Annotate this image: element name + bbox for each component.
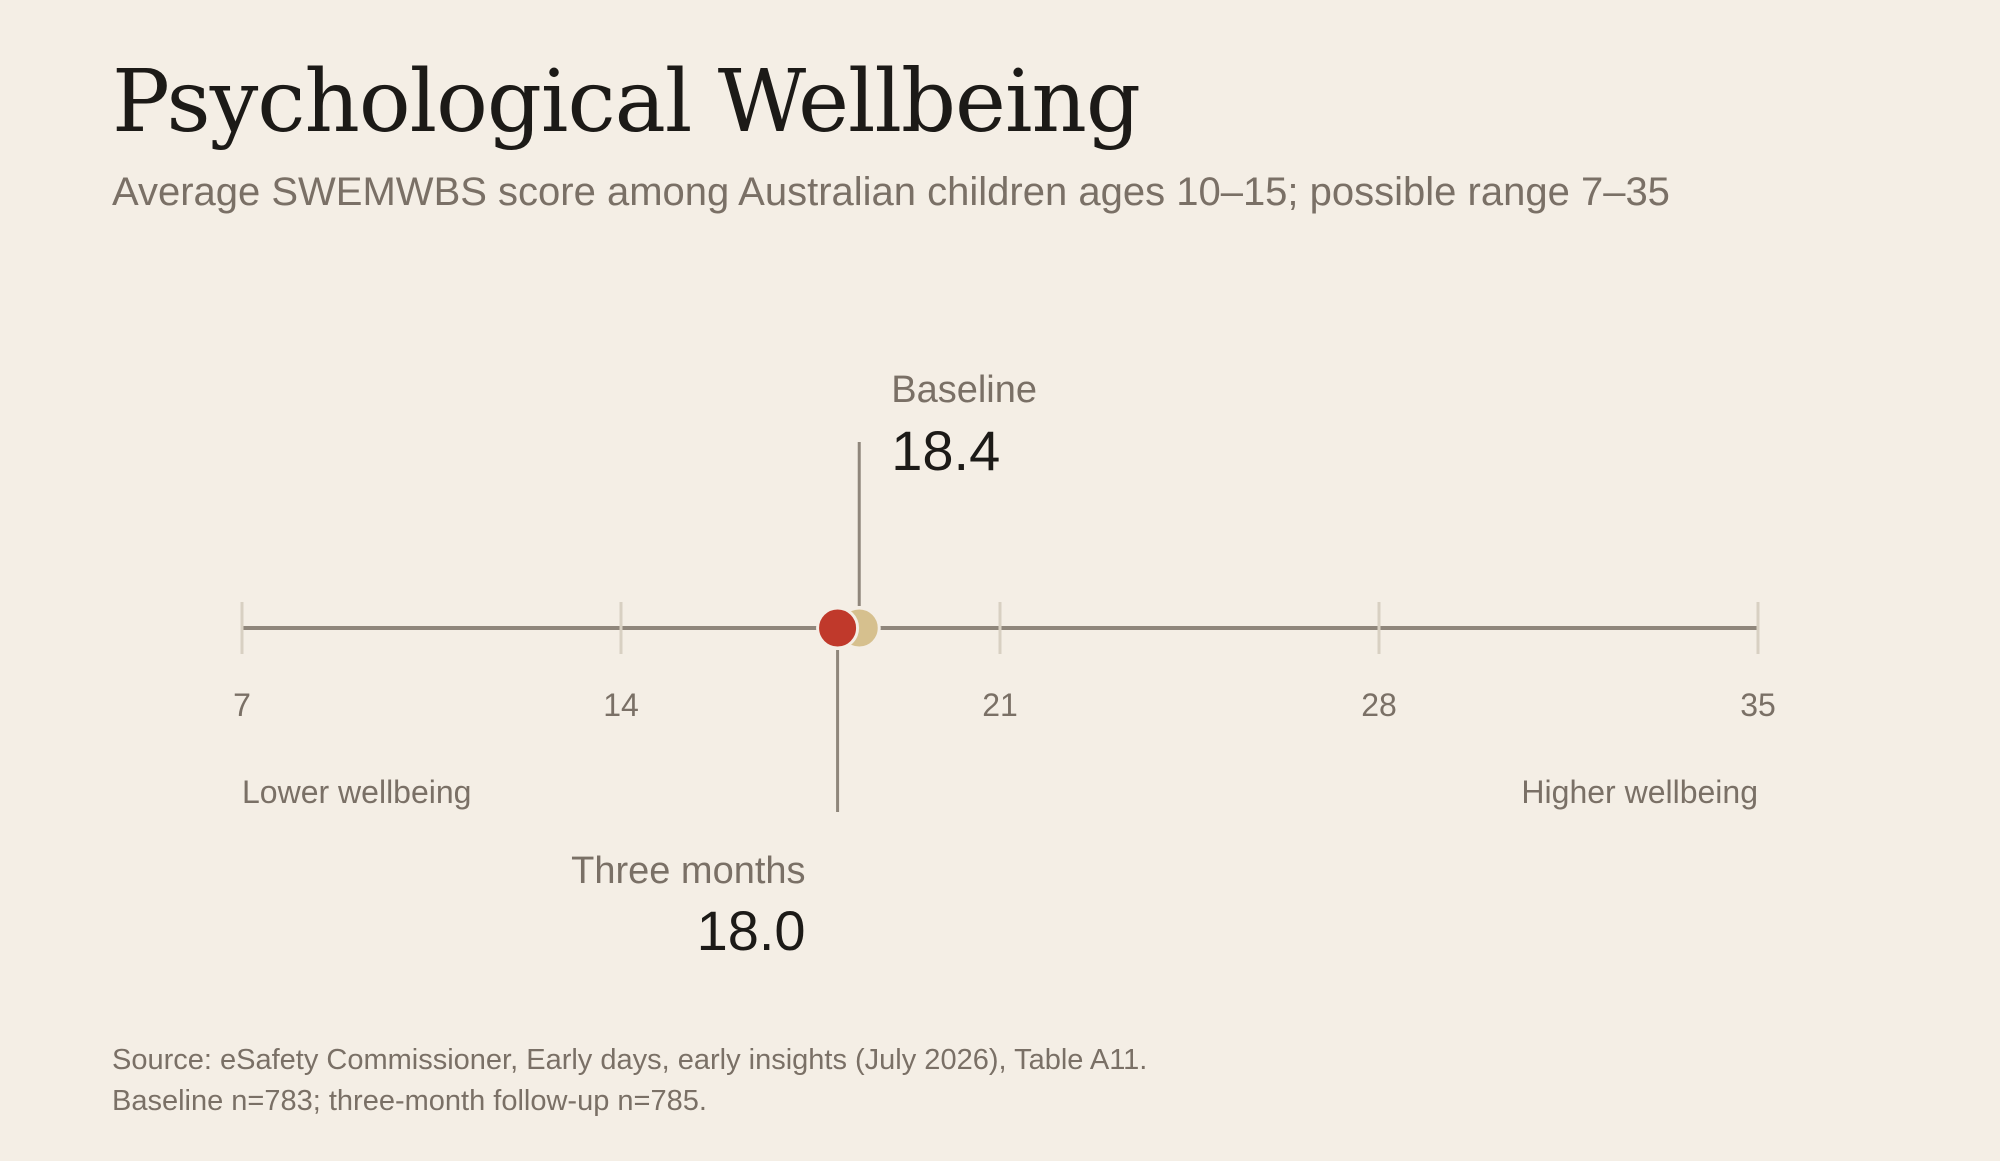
- higher-wellbeing-label: Higher wellbeing: [1521, 774, 1758, 810]
- x-tick-label: 21: [982, 687, 1018, 723]
- baseline-label: Baseline: [891, 369, 1037, 411]
- x-tick-label: 35: [1740, 687, 1776, 723]
- baseline-value: 18.4: [891, 419, 1000, 482]
- source-line-2: Baseline n=783; three-month follow-up n=…: [112, 1085, 707, 1117]
- chart-subtitle: Average SWEMWBS score among Australian c…: [112, 170, 1670, 214]
- source-line-1: Source: eSafety Commissioner, Early days…: [112, 1044, 1148, 1076]
- x-tick-label: 28: [1361, 687, 1397, 723]
- source-note: Source: eSafety Commissioner, Early days…: [112, 1040, 1147, 1122]
- x-tick-label: 7: [233, 687, 251, 723]
- three-months-value: 18.0: [697, 899, 806, 962]
- three-months-dot: [816, 606, 860, 650]
- x-tick-label: 14: [603, 687, 639, 723]
- lower-wellbeing-label: Lower wellbeing: [242, 774, 471, 810]
- three-months-label: Three months: [571, 850, 805, 892]
- chart-title: Psychological Wellbeing: [112, 52, 1141, 152]
